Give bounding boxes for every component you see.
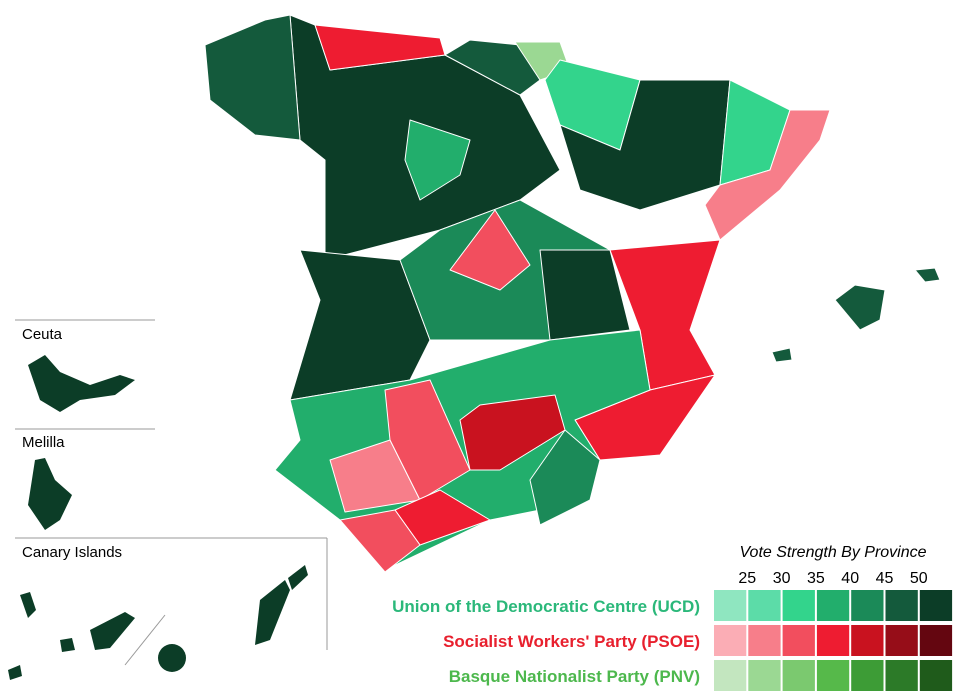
island	[158, 644, 186, 672]
province	[449, 209, 531, 291]
legend-swatch	[816, 590, 850, 621]
party-name: Socialist Workers' Party (PSOE)	[443, 632, 700, 651]
island	[90, 612, 135, 650]
inset-label: Ceuta	[22, 326, 63, 343]
party-name: Union of the Democratic Centre (UCD)	[392, 597, 700, 616]
island	[255, 580, 290, 645]
province	[204, 14, 301, 141]
province	[384, 379, 471, 501]
legend-tick: 35	[807, 570, 825, 587]
mainland	[204, 14, 941, 573]
island	[60, 638, 75, 652]
territory	[28, 458, 72, 530]
territory	[28, 355, 135, 412]
legend-swatch	[919, 625, 953, 656]
islands	[8, 565, 308, 680]
legend-swatch	[885, 625, 918, 656]
inset-label: Melilla	[22, 434, 65, 451]
province	[834, 284, 886, 331]
legend-swatch	[748, 625, 781, 656]
province	[539, 249, 631, 341]
province	[771, 347, 793, 363]
legend-tick: 30	[773, 570, 791, 587]
legend-title: Vote Strength By Province	[739, 544, 926, 561]
province	[339, 509, 421, 573]
legend-swatch	[885, 590, 918, 621]
inset-divider	[124, 614, 166, 666]
legend-swatch	[714, 660, 747, 691]
province	[529, 429, 601, 526]
province	[914, 267, 941, 283]
island	[288, 565, 308, 590]
province	[404, 119, 471, 201]
legend-swatch	[816, 660, 850, 691]
legend-swatch	[782, 590, 815, 621]
legend-swatch	[851, 590, 884, 621]
legend-swatch	[919, 590, 953, 621]
island	[8, 665, 22, 680]
legend-tick: 45	[876, 570, 894, 587]
legend-swatch	[851, 625, 884, 656]
island	[20, 592, 36, 618]
legend-tick: 50	[910, 570, 928, 587]
party-name: Basque Nationalist Party (PNV)	[449, 667, 700, 686]
legend-tick: 40	[841, 570, 859, 587]
inset-label: Canary Islands	[22, 544, 122, 561]
insets: Ceuta Melilla Canary Islands	[8, 319, 328, 680]
legend-swatch	[885, 660, 918, 691]
legend-swatch	[919, 660, 953, 691]
legend-swatch	[816, 625, 850, 656]
legend-tick: 25	[738, 570, 756, 587]
legend-swatch	[782, 625, 815, 656]
legend-swatch	[782, 660, 815, 691]
legend-swatch	[748, 660, 781, 691]
legend-swatch	[714, 590, 747, 621]
legend-swatch	[851, 660, 884, 691]
legend-swatch	[748, 590, 781, 621]
legend-swatch	[714, 625, 747, 656]
legend: 25 30 35 40 45 50 Union of the Democratic Cent…	[392, 570, 953, 691]
